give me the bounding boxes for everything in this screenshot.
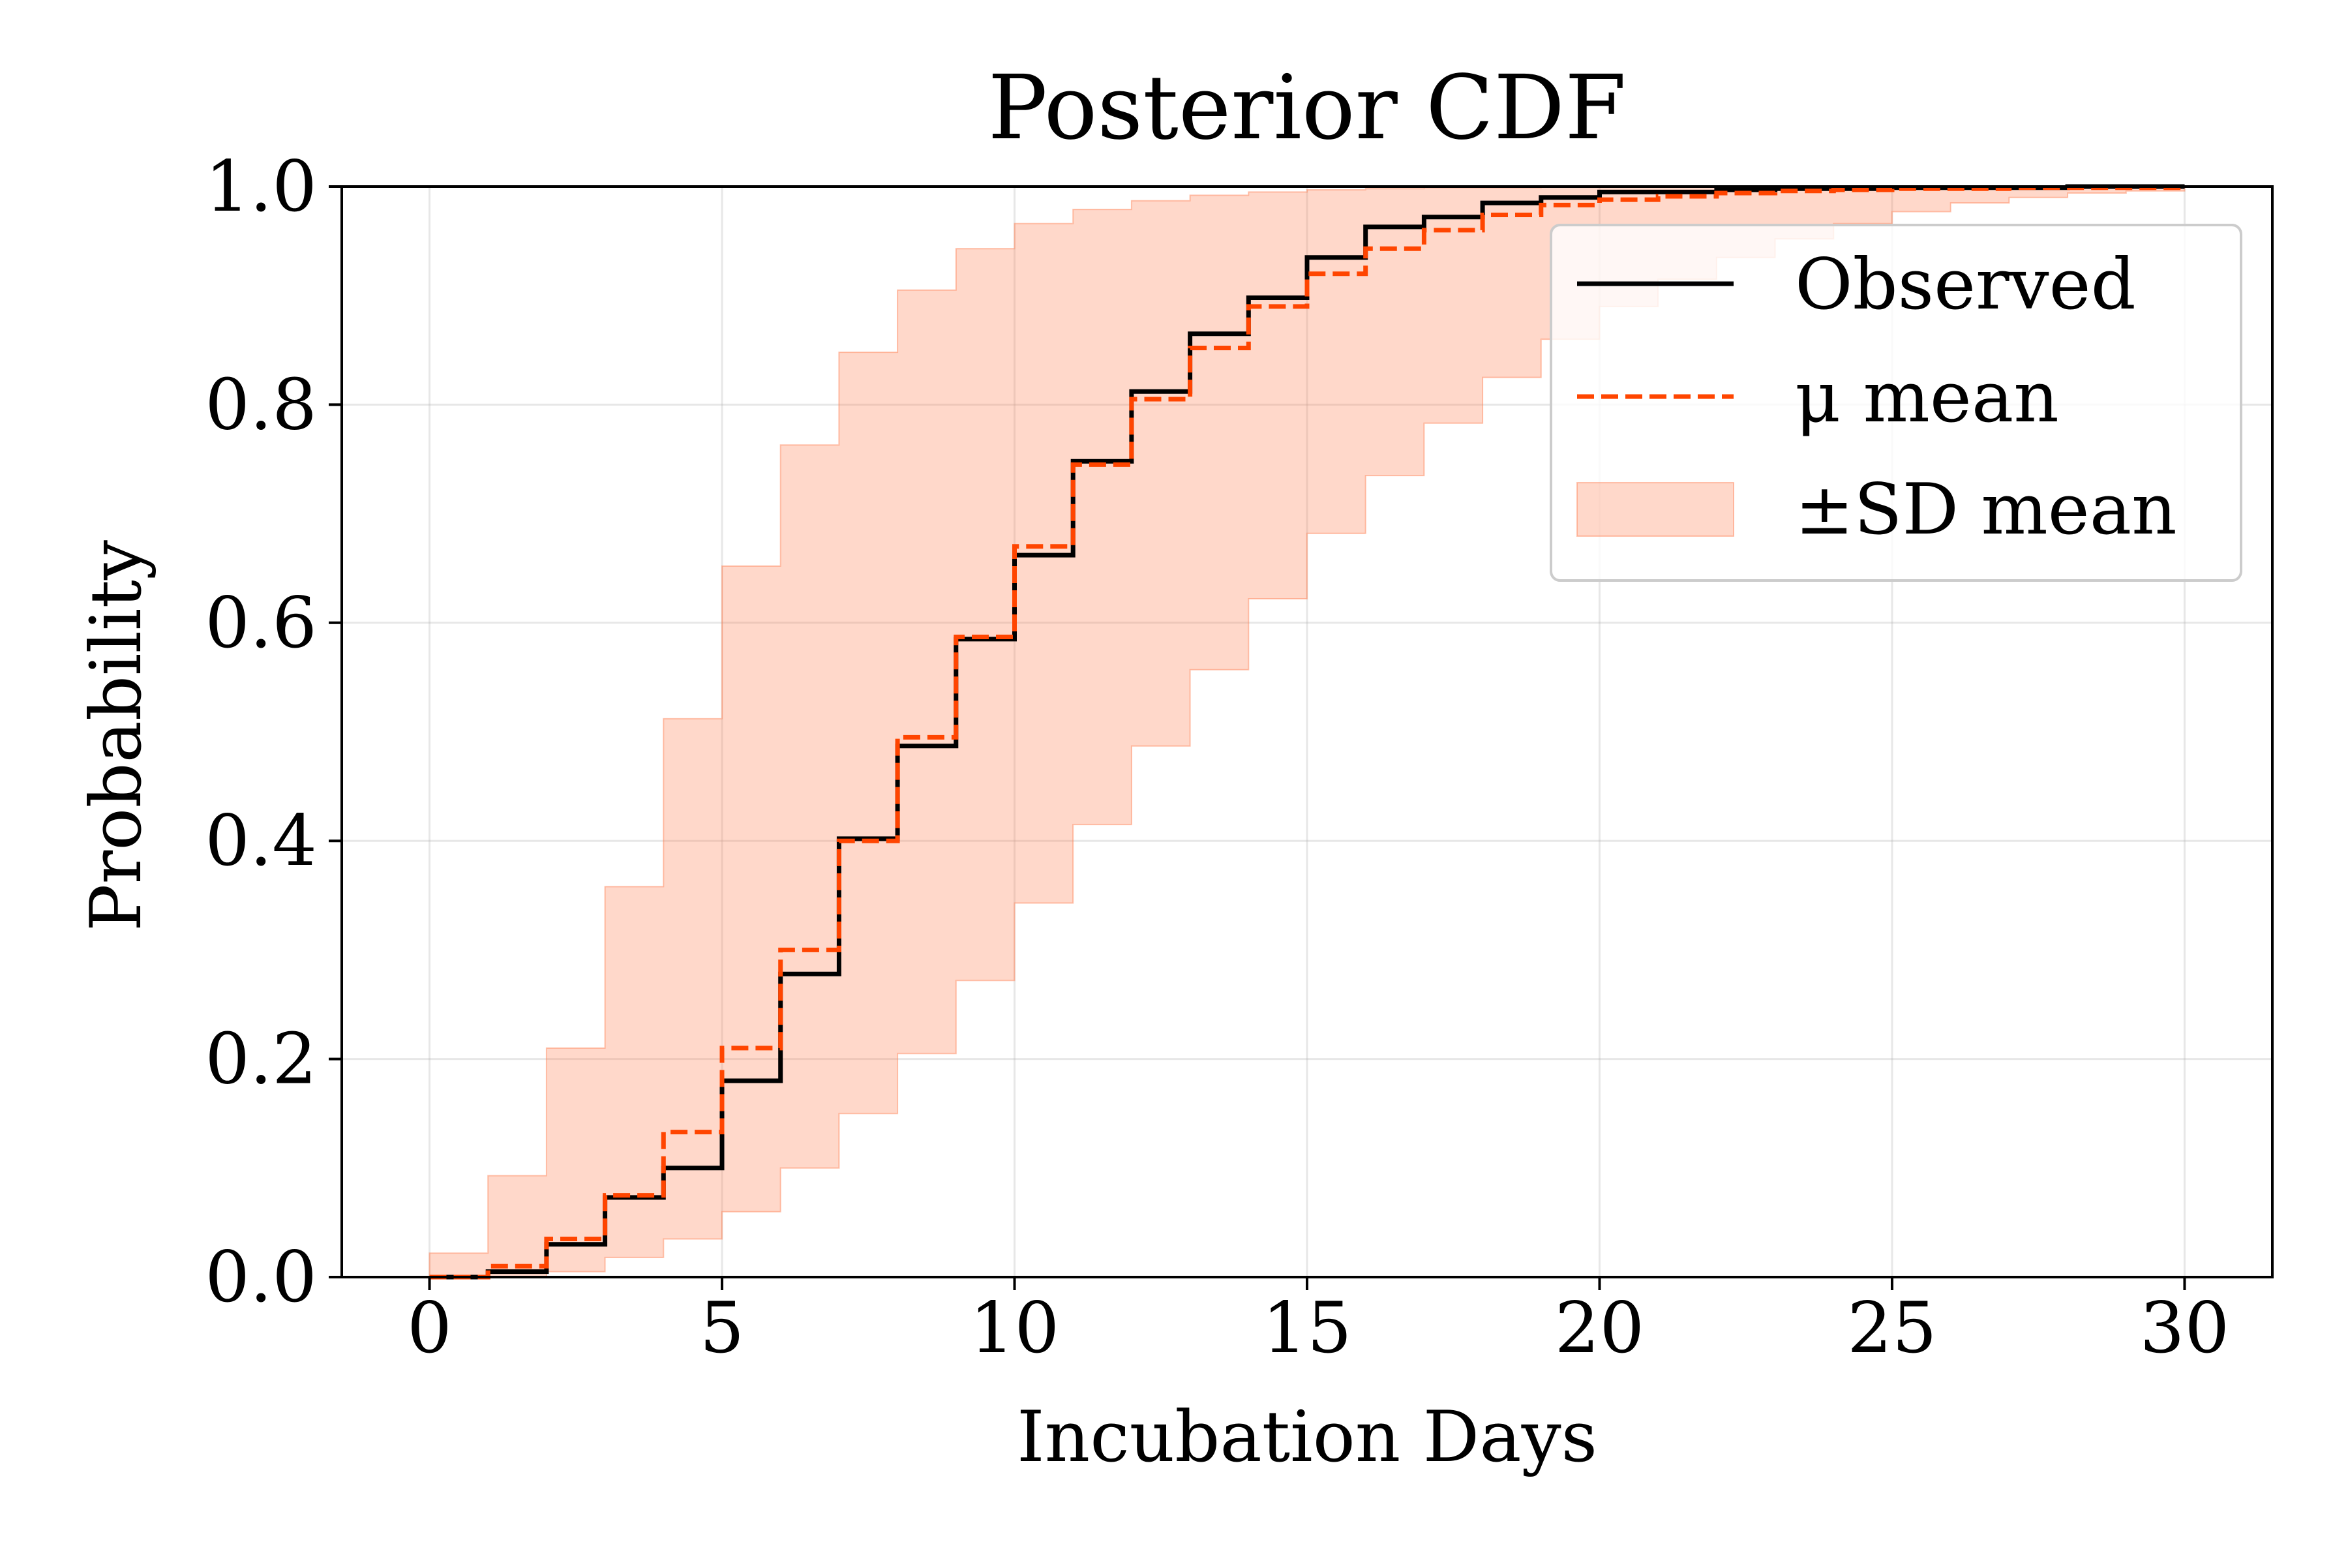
sd-band-layer — [429, 186, 2186, 1278]
axis-ticks: 0 5 10 15 20 25 30 0.0 0.2 0.4 0.6 0.8 1.0 — [205, 146, 2229, 1369]
chart-title: Posterior CDF — [988, 57, 1627, 160]
y-tick-label: 0.0 — [205, 1237, 317, 1318]
sd-band — [429, 186, 2186, 1278]
x-tick-label: 15 — [1262, 1288, 1351, 1369]
x-axis-label: Incubation Days — [1017, 1396, 1597, 1478]
y-tick-label: 0.2 — [205, 1019, 317, 1100]
x-tick-label: 10 — [970, 1288, 1059, 1369]
x-tick-label: 0 — [407, 1288, 452, 1369]
legend-item-mu-mean-label: μ mean — [1795, 357, 2059, 438]
x-tick-label: 5 — [700, 1288, 745, 1369]
y-tick-label: 0.6 — [205, 582, 317, 664]
series-layer — [429, 184, 2185, 1280]
y-tick-label: 1.0 — [205, 146, 317, 228]
legend: Observed μ mean ±SD mean — [1550, 224, 2242, 582]
series-line-mu-mean — [429, 185, 2185, 1280]
x-tick-label: 25 — [1847, 1288, 1936, 1369]
legend-box — [1550, 224, 2242, 582]
legend-item-sd-band-label: ±SD mean — [1795, 469, 2177, 550]
x-tick-label: 20 — [1555, 1288, 1644, 1369]
y-axis-label: Probability — [76, 540, 157, 931]
x-tick-label: 30 — [2140, 1288, 2229, 1369]
y-tick-label: 0.8 — [205, 364, 317, 445]
y-tick-label: 0.4 — [205, 800, 317, 882]
legend-item-observed-label: Observed — [1795, 244, 2136, 325]
legend-item-sd-band-swatch — [1576, 482, 1734, 537]
